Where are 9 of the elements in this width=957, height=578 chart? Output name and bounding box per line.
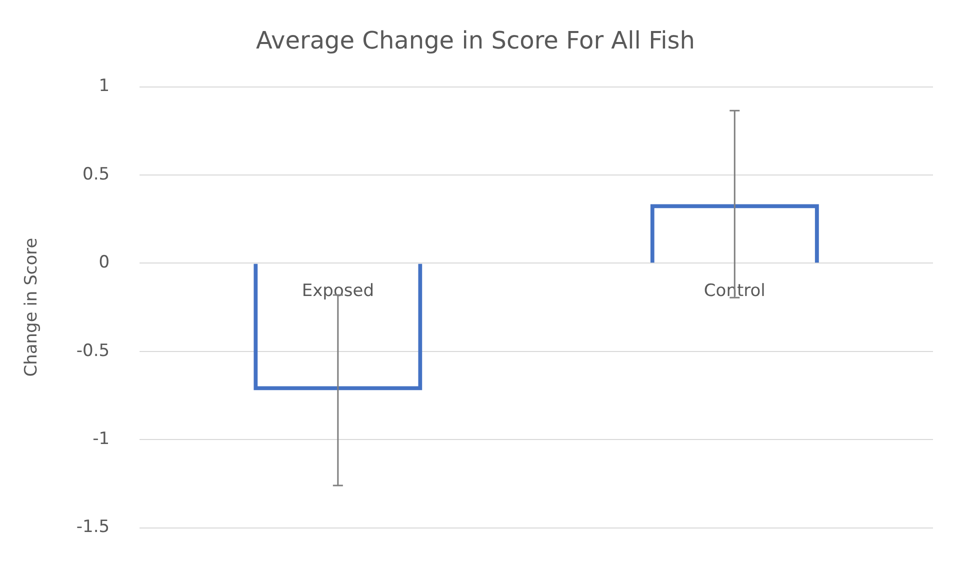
x-tick-label: Exposed — [302, 280, 374, 301]
y-tick-label: -1 — [92, 429, 110, 450]
y-tick-label: -0.5 — [76, 340, 110, 361]
y-axis-title: Change in Score — [22, 238, 42, 377]
y-tick-label: 1 — [98, 76, 110, 96]
y-tick-label: 0 — [98, 252, 110, 273]
chart-title: Average Change in Score For All Fish — [256, 26, 696, 55]
y-tick-label: 0.5 — [82, 164, 110, 184]
y-tick-label: -1.5 — [76, 517, 110, 538]
